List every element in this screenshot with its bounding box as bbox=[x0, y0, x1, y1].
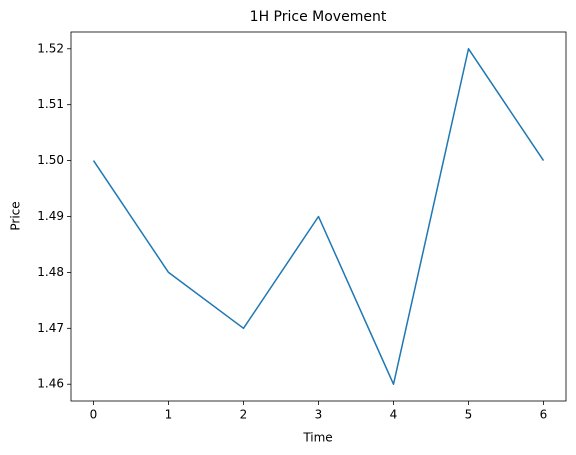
line bbox=[92, 48, 545, 385]
chart-title: 1H Price Movement bbox=[250, 9, 387, 25]
x-tick-label: 2 bbox=[240, 408, 248, 422]
x-tick-label: 5 bbox=[465, 408, 473, 422]
y-tick-label: 1.52 bbox=[37, 41, 64, 55]
x-tick-label: 4 bbox=[390, 408, 398, 422]
y-tick-label: 1.49 bbox=[37, 209, 64, 223]
x-axis-label: Time bbox=[302, 431, 332, 445]
x-tick-label: 0 bbox=[90, 408, 98, 422]
y-tick-label: 1.50 bbox=[37, 153, 64, 167]
y-tick-label: 1.51 bbox=[37, 97, 64, 111]
y-tick-label: 1.46 bbox=[37, 377, 64, 391]
x-tick-label: 3 bbox=[315, 408, 323, 422]
y-tick-label: 1.47 bbox=[37, 321, 64, 335]
y-tick-label: 1.48 bbox=[37, 265, 64, 279]
x-tick-label: 1 bbox=[165, 408, 173, 422]
x-tick-label: 6 bbox=[540, 408, 548, 422]
plot-frame bbox=[70, 31, 567, 402]
y-axis-label: Price bbox=[9, 201, 23, 230]
